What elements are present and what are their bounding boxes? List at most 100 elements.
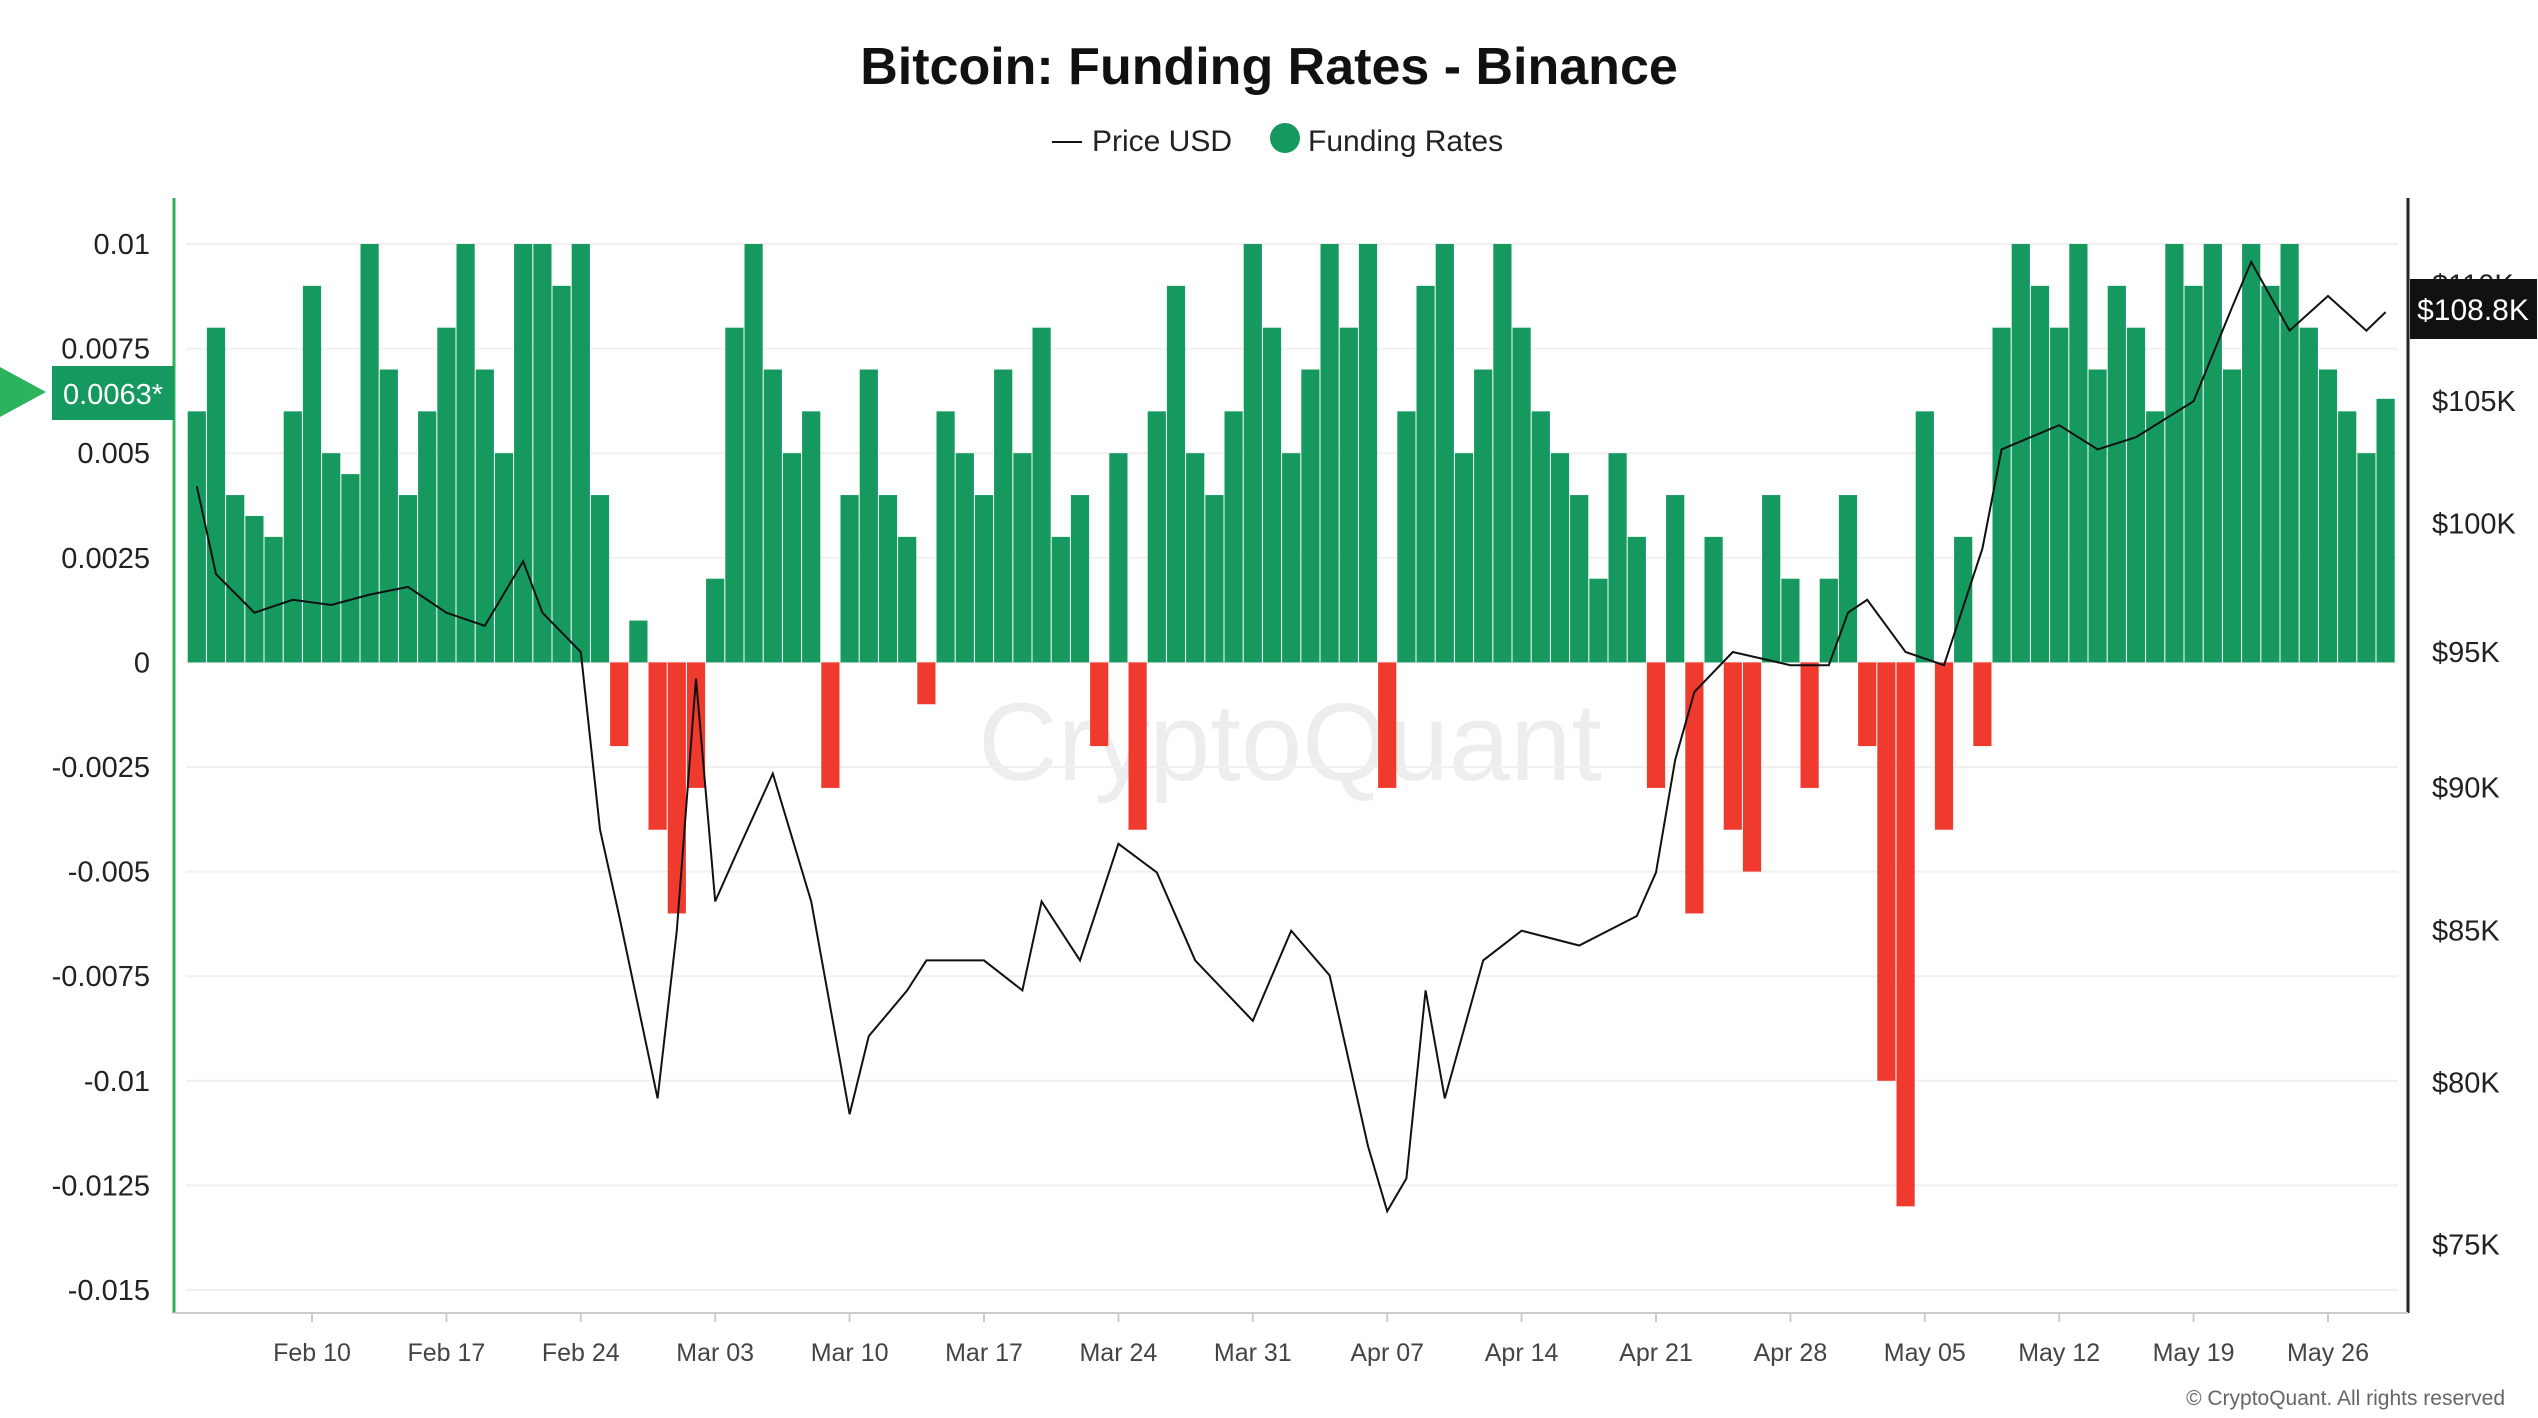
funding-bar [2242, 244, 2261, 663]
funding-bar [1512, 327, 1531, 663]
funding-bar [936, 411, 955, 663]
left-tick-label: 0.005 [77, 438, 150, 470]
funding-bar [744, 244, 763, 663]
funding-bar [917, 662, 936, 705]
left-tick-label: -0.01 [84, 1066, 150, 1098]
funding-bar [1589, 578, 1608, 663]
funding-bar [1186, 453, 1205, 663]
left-tick-label: 0.01 [94, 229, 150, 261]
current-funding-arrow-icon [0, 367, 46, 417]
funding-bar [1090, 662, 1109, 747]
right-tick-label: $95K [2432, 637, 2500, 669]
funding-bar [360, 244, 379, 663]
current-price-badge [2410, 279, 2537, 339]
funding-bar [1858, 662, 1877, 747]
funding-bar [283, 411, 302, 663]
funding-bar [1032, 327, 1051, 663]
funding-bar [1646, 662, 1666, 788]
funding-bar [2299, 327, 2318, 663]
funding-bar [322, 453, 341, 663]
x-tick-label: Feb 10 [273, 1339, 351, 1367]
x-tick-label: May 05 [1884, 1339, 1966, 1367]
funding-bar [2203, 244, 2222, 663]
x-tick-label: Mar 31 [1214, 1339, 1292, 1367]
funding-bar [2357, 453, 2376, 663]
funding-bar [245, 515, 264, 663]
x-tick-label: Apr 21 [1619, 1339, 1693, 1367]
funding-bar [187, 411, 206, 663]
funding-bar [2126, 327, 2146, 663]
funding-bars [187, 244, 2395, 1207]
watermark: CryptoQuant [978, 681, 1602, 804]
funding-bar [2050, 327, 2069, 663]
funding-bar [514, 244, 533, 663]
legend-funding-label[interactable]: Funding Rates [1308, 125, 1503, 158]
funding-bar [1685, 662, 1704, 914]
funding-bar [1550, 453, 1570, 663]
x-tick-label: Mar 17 [945, 1339, 1023, 1367]
funding-bar [686, 662, 706, 788]
current-price-label: $108.8K [2417, 294, 2529, 327]
right-tick-label: $105K [2432, 386, 2517, 418]
funding-bar [398, 495, 418, 663]
legend-price-label[interactable]: Price USD [1092, 125, 1232, 158]
funding-bar [1973, 662, 1992, 747]
x-tick-label: Mar 24 [1079, 1339, 1157, 1367]
funding-bar [1454, 453, 1474, 663]
funding-bar [1934, 662, 1954, 830]
funding-bar [648, 662, 667, 830]
funding-bar [667, 662, 686, 914]
funding-bar [1742, 662, 1762, 872]
x-axis-ticks: Feb 10 Feb 17 Feb 24 Mar 03 Mar 10 Mar 17 Mar … [273, 1313, 2369, 1367]
funding-bar [629, 620, 648, 663]
funding-bar [706, 578, 725, 663]
funding-bar [2088, 369, 2107, 663]
left-tick-label: 0 [134, 647, 150, 679]
funding-bar [494, 453, 514, 663]
funding-bar [1378, 662, 1397, 788]
funding-bar [2107, 285, 2126, 663]
funding-bar [1301, 369, 1320, 663]
funding-bar [2030, 285, 2050, 663]
funding-bar [590, 495, 610, 663]
x-tick-label: May 26 [2287, 1339, 2369, 1367]
x-tick-label: May 19 [2153, 1339, 2235, 1367]
x-tick-label: Apr 07 [1350, 1339, 1424, 1367]
funding-bar [725, 327, 744, 663]
funding-bar [571, 244, 590, 663]
funding-bar [1013, 453, 1032, 663]
funding-bar [475, 369, 494, 663]
x-tick-label: Apr 14 [1485, 1339, 1559, 1367]
left-axis-ticks: 0.01 0.0075 0.005 0.0025 0 -0.0025 -0.005 -0.00… [52, 229, 150, 1307]
funding-bar [1474, 369, 1493, 663]
funding-bar [1992, 327, 2011, 663]
funding-bar [994, 369, 1013, 663]
funding-bar [2318, 369, 2338, 663]
x-tick-label: May 12 [2018, 1339, 2100, 1367]
funding-bar [878, 495, 898, 663]
funding-bar [763, 369, 782, 663]
current-funding-badge [52, 366, 174, 420]
funding-bar [2376, 398, 2395, 663]
funding-bar [2261, 285, 2280, 663]
legend: Price USD Funding Rates [1052, 123, 1503, 158]
funding-bar [264, 536, 283, 663]
funding-bar [1224, 411, 1243, 663]
funding-bar [1320, 244, 1339, 663]
funding-bar [226, 495, 245, 663]
funding-bar [1243, 244, 1262, 663]
funding-bar [974, 495, 994, 663]
right-tick-label: $85K [2432, 916, 2500, 948]
x-tick-label: Mar 10 [811, 1339, 889, 1367]
funding-bar [1666, 495, 1685, 663]
right-axis-ticks: $110K$105K$100K$95K$90K$85K$80K$75K [2432, 270, 2517, 1262]
funding-bar [1262, 327, 1282, 663]
funding-bar [1147, 411, 1166, 663]
x-tick-label: Feb 17 [407, 1339, 485, 1367]
right-tick-label: $100K [2432, 508, 2517, 540]
x-tick-label: Apr 28 [1754, 1339, 1828, 1367]
funding-bar [1358, 244, 1378, 663]
left-tick-label: 0.0025 [61, 543, 150, 575]
current-funding-label: 0.0063* [63, 379, 163, 411]
funding-bar [1954, 536, 1973, 663]
